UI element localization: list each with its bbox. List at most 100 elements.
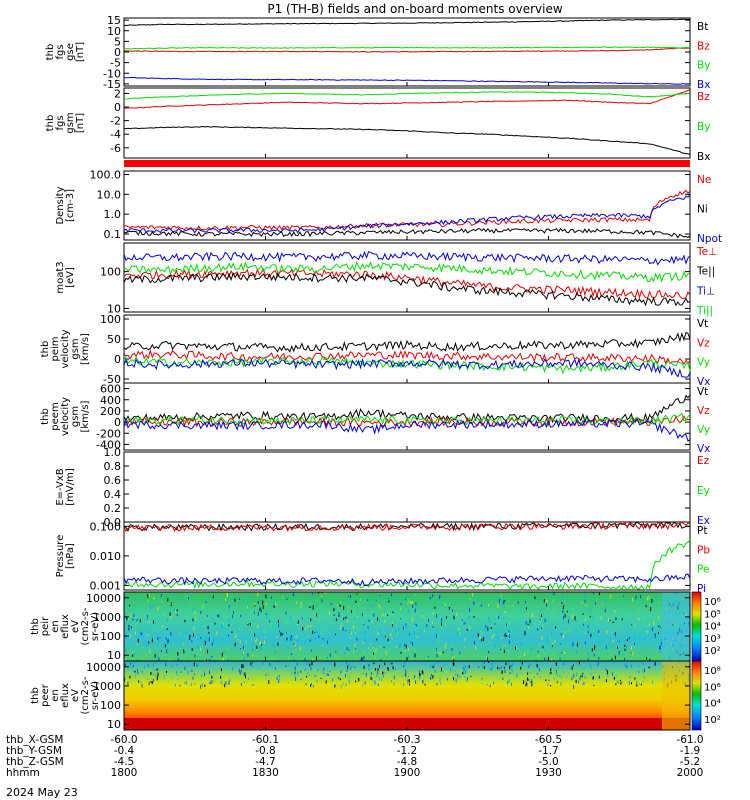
spectrogram-speck: [648, 596, 650, 599]
spectrogram-speck: [192, 618, 194, 622]
spectrogram-speck: [508, 634, 510, 638]
spectrogram-speck: [371, 604, 373, 608]
spectrogram-speck: [394, 667, 396, 671]
spectrogram-speck: [412, 677, 414, 680]
spectrogram-speck: [618, 650, 620, 655]
x-tick-label: 1930: [535, 767, 562, 779]
spectrogram-speck: [312, 630, 314, 634]
spectrogram-speck: [393, 681, 395, 686]
spectrogram-speck: [598, 657, 600, 660]
x-tick-label: -4.8: [397, 756, 418, 768]
spectrogram-speck: [597, 661, 599, 665]
spectrogram-speck: [379, 665, 380, 668]
spectrogram-speck: [485, 625, 487, 628]
spectrogram-speck: [257, 592, 259, 597]
spectrogram-speck: [612, 621, 614, 623]
spectrogram-speck: [238, 669, 240, 673]
spectrogram-speck: [490, 627, 492, 630]
y-tick-label: 600: [100, 383, 121, 396]
spectrogram-speck: [550, 636, 551, 641]
spectrogram-speck: [385, 637, 387, 639]
spectrogram-speck: [524, 600, 526, 604]
x-tick-label: -5.0: [538, 756, 559, 768]
spectrogram-speck: [404, 661, 406, 665]
spectrogram-speck: [407, 647, 409, 652]
spectrogram-speck: [464, 665, 466, 668]
spectrogram-speck: [432, 626, 434, 628]
spectrogram-speck: [129, 612, 131, 615]
spectrogram-speck: [225, 681, 227, 685]
series-line-Bz: [123, 89, 691, 109]
spectrogram-speck: [345, 630, 347, 632]
spectrogram-speck: [193, 633, 194, 637]
spectrogram-speck: [532, 649, 534, 654]
spectrogram-speck: [615, 675, 617, 678]
spectrogram-speck: [488, 616, 490, 621]
spectrogram-speck: [362, 684, 364, 687]
spectrogram-speck: [599, 632, 601, 636]
spectrogram-speck: [422, 678, 424, 681]
spectrogram-speck: [194, 611, 196, 615]
spectrogram-speck: [414, 632, 415, 634]
spectrogram-speck: [550, 631, 552, 634]
spectrogram-speck: [492, 662, 494, 666]
spectrogram-speck: [437, 652, 439, 654]
spectrogram-speck: [213, 638, 214, 643]
spectrogram-speck: [157, 637, 159, 641]
spectrogram-speck: [572, 642, 574, 647]
y-axis-label: (cm2-s-: [80, 607, 91, 645]
spectrogram-speck: [660, 642, 662, 645]
spectrogram-speck: [321, 592, 323, 594]
spectrogram-speck: [497, 604, 499, 609]
spectrogram-speck: [408, 655, 409, 659]
spectrogram-speck: [354, 632, 356, 634]
spectrogram-speck: [571, 661, 573, 666]
spectrogram-speck: [261, 644, 263, 646]
spectrogram-speck: [132, 651, 134, 655]
series-line-Te||: [123, 271, 691, 307]
spectrogram-speck: [421, 670, 423, 674]
spectrogram-speck: [441, 622, 442, 627]
spectrogram-speck: [312, 605, 314, 609]
spectrogram-speck: [634, 636, 635, 639]
spectrogram-speck: [548, 608, 550, 610]
y-tick-label: 15: [107, 14, 121, 27]
spectrogram-speck: [129, 604, 131, 607]
spectrogram-speck: [410, 600, 412, 605]
spectrogram-speck: [405, 675, 407, 678]
spectrogram-speck: [322, 670, 324, 673]
spectrogram-speck: [630, 610, 632, 612]
spectrogram-speck: [260, 646, 262, 651]
y-axis-label: thb: [30, 618, 41, 635]
y-axis-label: eflux: [60, 614, 71, 639]
spectrogram-speck: [619, 606, 621, 608]
spectrogram-speck: [493, 665, 495, 668]
spectrogram-speck: [614, 610, 616, 613]
spectrogram-speck: [638, 665, 640, 668]
spectrogram-speck: [382, 674, 384, 678]
spectrogram-speck: [148, 681, 150, 686]
spectrogram-speck: [500, 593, 502, 598]
spectrogram-speck: [483, 637, 485, 642]
spectrogram-speck: [592, 677, 594, 680]
spectrogram-speck: [180, 670, 182, 673]
spectrogram-speck: [481, 683, 483, 685]
spectrogram-speck: [587, 631, 589, 634]
spectrogram-speck: [626, 639, 628, 642]
spectrogram-speck: [383, 646, 385, 648]
spectrogram-speck: [147, 643, 149, 647]
y-tick-label: -2: [110, 115, 121, 128]
spectrogram-speck: [486, 684, 488, 686]
spectrogram-speck: [483, 661, 485, 664]
spectrogram-speck: [317, 630, 318, 634]
series-line-By: [123, 46, 690, 50]
spectrogram-speck: [176, 664, 178, 666]
spectrogram-speck: [177, 658, 179, 662]
spectrogram-speck: [206, 614, 208, 617]
spectrogram-speck: [137, 643, 138, 646]
spectrogram-speck: [335, 618, 337, 622]
spectrogram-speck: [631, 623, 633, 626]
spectrogram-speck: [163, 611, 165, 616]
spectrogram-speck: [658, 625, 660, 627]
spectrogram-speck: [129, 675, 131, 679]
